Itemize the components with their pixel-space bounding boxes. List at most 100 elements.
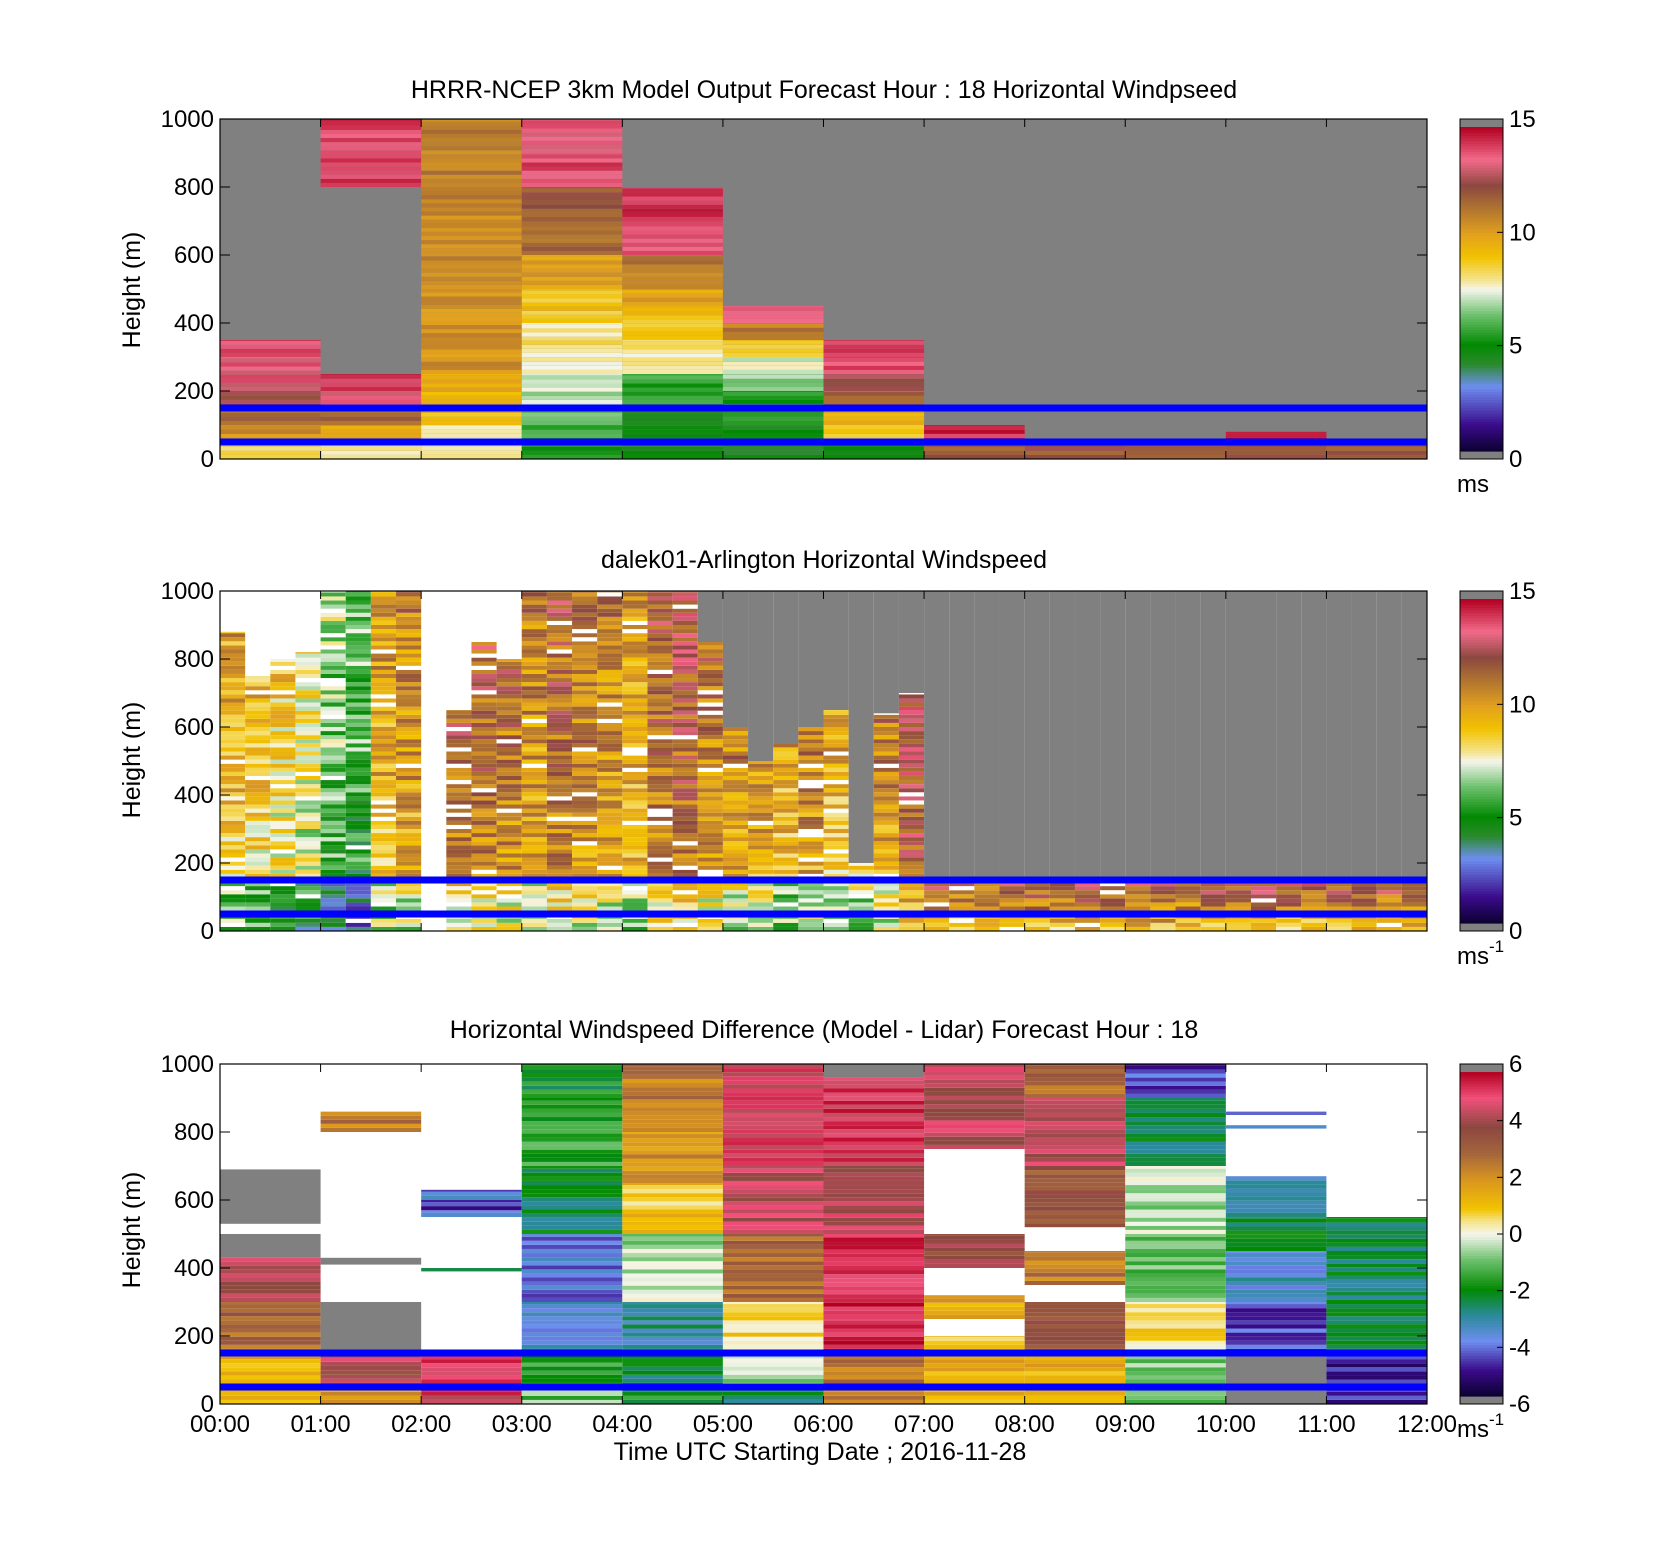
lidar-cell — [295, 739, 321, 744]
model-cell — [622, 349, 723, 354]
lidar-cell — [446, 890, 472, 895]
colorbar-segment — [1460, 1077, 1503, 1081]
lidar-cell — [521, 743, 547, 748]
difference-cell — [924, 1344, 1025, 1349]
model-cell — [421, 191, 522, 196]
lidar-cell — [345, 763, 371, 768]
lidar-cell — [898, 808, 925, 813]
model-cell — [622, 187, 723, 189]
lidar-cell — [823, 816, 849, 821]
lidar-cell — [345, 678, 371, 683]
lidar-cell — [521, 918, 547, 923]
lidar-cell — [748, 849, 774, 854]
colorbar-unit: ms-1 — [1457, 1410, 1504, 1443]
lidar-cell — [546, 694, 573, 699]
colorbar-segment — [1460, 1090, 1503, 1095]
colorbar-tick-label: 10 — [1509, 691, 1536, 718]
lidar-cell — [295, 710, 321, 715]
lidar-cell — [622, 625, 648, 630]
colorbar-segment — [1460, 1072, 1503, 1076]
lidar-cell — [370, 645, 397, 650]
difference-cell — [1326, 1287, 1427, 1292]
model-cell — [421, 264, 522, 269]
model-cell — [421, 268, 522, 273]
lidar-gap — [622, 820, 648, 825]
lidar-cell — [647, 591, 673, 593]
colorbar-segment — [1460, 1266, 1503, 1270]
lidar-cell — [245, 816, 271, 821]
lidar-cell — [295, 690, 321, 695]
difference-cell — [823, 1201, 925, 1206]
lidar-cell — [974, 918, 1000, 923]
lidar-cell — [471, 918, 497, 923]
model-cell — [421, 399, 522, 404]
model-cell — [521, 379, 623, 384]
lidar-cell — [848, 890, 874, 895]
lidar-cell — [220, 775, 246, 781]
colorbar-segment — [1460, 259, 1503, 263]
difference-cell — [521, 1100, 623, 1105]
colorbar-segment — [1460, 235, 1503, 239]
colorbar-segment — [1460, 1155, 1503, 1159]
lidar-cell — [597, 759, 623, 764]
model-cell — [622, 246, 723, 251]
lidar-cell — [873, 771, 899, 776]
difference-cell — [1024, 1363, 1126, 1368]
lidar-cell — [898, 702, 925, 707]
colorbar-segment — [1460, 191, 1503, 196]
difference-cell — [521, 1112, 623, 1118]
lidar-cell — [597, 653, 623, 658]
lidar-cell — [345, 775, 371, 781]
model-cell — [320, 182, 422, 187]
difference-cell — [1125, 1363, 1226, 1368]
model-cell — [521, 222, 623, 227]
lidar-cell — [295, 837, 321, 842]
lidar-cell — [823, 804, 849, 809]
lidar-cell — [345, 629, 371, 634]
lidar-cell — [345, 861, 371, 866]
lidar-cell — [672, 755, 698, 760]
model-cell — [722, 395, 824, 400]
lidar-cell — [697, 788, 723, 793]
lidar-cell — [622, 857, 648, 862]
difference-cell — [823, 1117, 925, 1122]
difference-cell — [622, 1234, 723, 1237]
lidar-cell — [295, 743, 321, 748]
lidar-cell — [572, 673, 598, 679]
lidar-cell — [898, 718, 925, 723]
lidar-cell — [748, 898, 774, 903]
lidar-cell — [320, 829, 346, 834]
model-cell — [722, 357, 824, 362]
difference-cell — [1326, 1320, 1427, 1325]
difference-cell — [722, 1137, 824, 1142]
lidar-cell — [521, 702, 547, 707]
lidar-cell — [245, 926, 271, 931]
difference-cell — [622, 1123, 723, 1128]
difference-cell — [1125, 1117, 1226, 1122]
lidar-cell — [848, 863, 874, 866]
difference-cell — [1326, 1344, 1427, 1349]
lidar-cell — [220, 837, 246, 842]
model-cell — [320, 138, 422, 143]
lidar-cell — [370, 918, 397, 923]
model-cell — [320, 142, 422, 147]
lidar-cell — [345, 665, 371, 670]
lidar-cell — [798, 861, 824, 866]
difference-cell — [521, 1261, 623, 1266]
lidar-cell — [572, 882, 598, 887]
panel-lidar-heatmap — [220, 591, 1427, 931]
colorbar-segment — [1460, 380, 1503, 385]
model-cell — [521, 242, 623, 247]
lidar-cell — [220, 894, 246, 899]
difference-cell — [622, 1209, 723, 1214]
lidar-cell — [521, 869, 547, 874]
lidar-cell — [873, 829, 899, 834]
lidar-cell — [622, 637, 648, 642]
lidar-cell — [471, 857, 497, 862]
lidar-cell — [572, 591, 598, 593]
colorbar-segment — [1460, 1134, 1503, 1138]
lidar-cell — [798, 804, 824, 809]
lidar-cell — [521, 710, 547, 715]
lidar-gap — [320, 591, 346, 593]
